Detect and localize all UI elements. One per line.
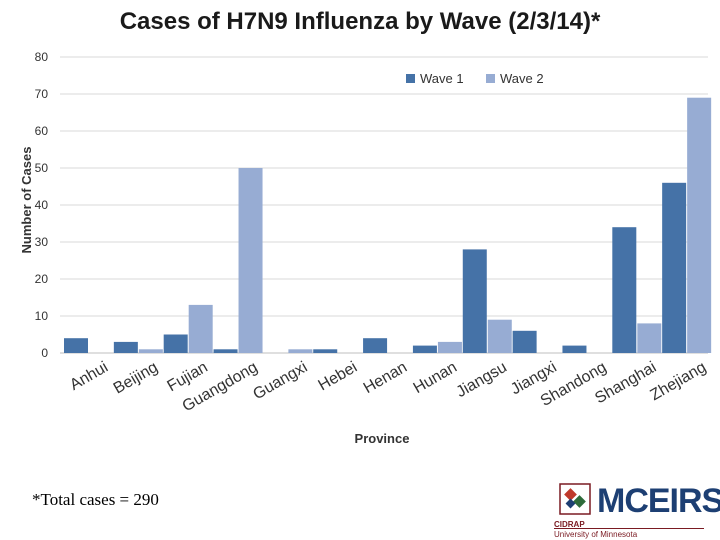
- legend-label: Wave 1: [420, 71, 464, 86]
- bar-wave-2-guangxi: [288, 349, 313, 353]
- x-tick-label: Hunan: [411, 359, 460, 397]
- bar-wave-1-shandong: [562, 345, 587, 353]
- footnote: *Total cases = 290: [32, 490, 159, 509]
- bar-wave-1-fujian: [163, 334, 188, 353]
- legend-label: Wave 2: [500, 71, 544, 86]
- cidrap-emblem-icon: [559, 483, 591, 515]
- bar-wave-1-beijing: [113, 341, 138, 353]
- y-axis-label: Number of Cases: [19, 147, 34, 254]
- y-tick-label: 80: [35, 50, 49, 64]
- x-axis-label: Province: [355, 431, 410, 446]
- page-title: Cases of H7N9 Influenza by Wave (2/3/14)…: [119, 8, 601, 35]
- bar-wave-1-jiangsu: [462, 249, 487, 353]
- x-tick-label: Guangxi: [250, 359, 310, 404]
- x-tick-label: Zhejiang: [648, 359, 710, 404]
- y-tick-label: 20: [35, 272, 49, 286]
- x-tick-label: Beijing: [111, 359, 161, 398]
- mceirs-logo: MCEIRS CIDRAP University of Minnesota: [552, 482, 720, 539]
- bar-wave-1-hunan: [412, 345, 437, 353]
- bar-wave-1-henan: [363, 338, 388, 353]
- bar-wave-1-anhui: [64, 338, 88, 353]
- gridlines: [60, 56, 708, 354]
- legend: Wave 1 Wave 2: [406, 71, 544, 86]
- bar-wave-2-jiangsu: [487, 319, 512, 353]
- bar-wave-2-guangdong: [238, 168, 263, 353]
- bar-wave-2-beijing: [138, 349, 163, 353]
- bar-wave-1-shanghai: [612, 227, 637, 353]
- y-tick-label: 10: [35, 309, 49, 323]
- legend-swatch: [406, 74, 415, 83]
- logo-wordmark: MCEIRS: [597, 482, 720, 520]
- x-tick-label: Henan: [361, 359, 410, 397]
- bar-wave-2-shanghai: [637, 323, 662, 353]
- bar-wave-1-zhejiang: [662, 182, 687, 353]
- y-tick-label: 70: [35, 87, 49, 101]
- bar-wave-2-fujian: [188, 304, 213, 353]
- y-tick-labels: 0 10 20 30 40 50 60 70 80: [35, 50, 49, 360]
- bar-wave-1-jiangxi: [512, 330, 537, 353]
- y-tick-label: 30: [35, 235, 49, 249]
- y-tick-label: 40: [35, 198, 49, 212]
- bar-wave-2-zhejiang: [687, 97, 712, 353]
- x-tick-label: Jiangsu: [454, 359, 510, 401]
- bar-wave-2-hunan: [437, 341, 462, 353]
- bars: [64, 97, 712, 353]
- y-tick-label: 0: [41, 346, 48, 360]
- y-tick-label: 50: [35, 161, 49, 175]
- legend-swatch: [486, 74, 495, 83]
- bar-wave-1-guangdong: [213, 349, 238, 353]
- y-tick-label: 60: [35, 124, 49, 138]
- x-tick-label: Anhui: [67, 359, 111, 394]
- x-tick-label: Hebei: [316, 359, 361, 395]
- logo-university: University of Minnesota: [554, 528, 704, 539]
- bar-wave-1-hebei: [313, 349, 338, 353]
- logo-org: CIDRAP: [554, 520, 585, 529]
- bar-chart: 0 10 20 30 40 50 60 70 80 Anhui Beijing FujianGuan…: [19, 50, 712, 446]
